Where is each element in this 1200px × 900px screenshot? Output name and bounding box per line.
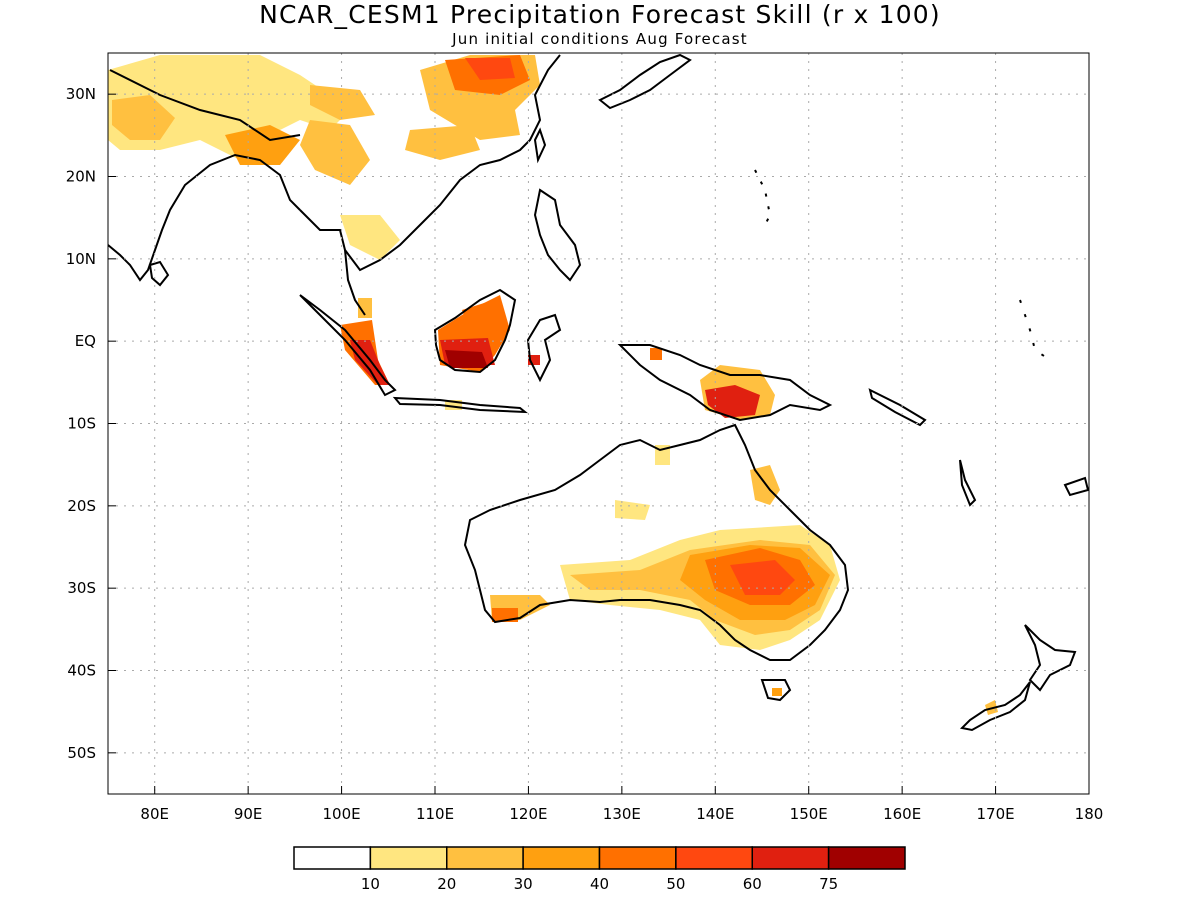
lat-label: 10N xyxy=(66,250,96,268)
coast-solomon xyxy=(868,388,927,427)
colorbar-swatch xyxy=(751,846,830,870)
colorbar-swatch xyxy=(293,846,372,870)
lat-label: 40S xyxy=(67,662,96,680)
lon-label: 170E xyxy=(977,805,1015,823)
coast-marianas xyxy=(754,169,772,226)
lon-label: 120E xyxy=(509,805,547,823)
lat-label: 30N xyxy=(66,85,96,103)
lat-label: 20S xyxy=(67,497,96,515)
shade-tibet xyxy=(310,85,375,120)
lon-label: 110E xyxy=(416,805,454,823)
lat-label: 10S xyxy=(67,415,96,433)
map-subtitle: Jun initial conditions Aug Forecast xyxy=(452,30,748,48)
colorbar-label: 40 xyxy=(590,875,609,893)
coast-borneo xyxy=(433,288,517,374)
shade-india-core xyxy=(112,95,175,140)
coastlines xyxy=(108,53,1089,732)
shade-indochina xyxy=(340,215,400,260)
lon-label: 100E xyxy=(323,805,361,823)
shade-sumatra-n xyxy=(358,298,372,318)
colorbar-label: 10 xyxy=(361,875,380,893)
colorbar-swatch xyxy=(827,846,906,870)
lat-label: 20N xyxy=(66,168,96,186)
shade-borneo-n xyxy=(462,298,505,332)
lat-label: EQ xyxy=(75,332,96,350)
coast-nz-north xyxy=(1024,624,1077,692)
coast-philippines xyxy=(533,188,582,282)
shade-aus-mid xyxy=(615,500,650,520)
colorbar-label: 20 xyxy=(437,875,456,893)
colorbar-swatch xyxy=(522,846,601,870)
shade-himalaya xyxy=(225,125,300,165)
coast-fiji xyxy=(1063,476,1089,497)
coast-taiwan xyxy=(533,127,547,164)
shade-borneo-core xyxy=(445,350,488,368)
shade-india-north xyxy=(108,55,345,160)
coast-nz-south xyxy=(959,681,1031,732)
coast-india xyxy=(108,153,301,282)
colorbar-swatch xyxy=(675,846,753,870)
coast-sulawesi xyxy=(526,313,562,383)
shade-china-mid xyxy=(405,125,480,160)
skill-shading xyxy=(108,55,998,715)
colorbar-swatch xyxy=(369,846,448,870)
coast-sumatra xyxy=(299,294,397,397)
shade-ng-inner xyxy=(705,385,760,418)
coast-malay xyxy=(344,249,366,316)
shade-china-ne-core xyxy=(465,58,515,80)
coast-new-guinea xyxy=(617,344,833,422)
shade-aus-center xyxy=(730,560,795,595)
colorbar: 10 20 30 40 50 60 75 xyxy=(293,846,906,893)
lat-label: 50S xyxy=(67,744,96,762)
coast-himalaya xyxy=(109,69,301,142)
gridlines xyxy=(108,53,1089,794)
colorbar-label: 30 xyxy=(514,875,533,893)
coast-china xyxy=(299,54,561,272)
lat-label: 30S xyxy=(67,579,96,597)
lon-label: 160E xyxy=(883,805,921,823)
lon-label: 90E xyxy=(234,805,263,823)
colorbar-label: 60 xyxy=(743,875,762,893)
colorbar-label: 50 xyxy=(666,875,685,893)
shade-china-south xyxy=(300,120,370,185)
colorbar-swatch xyxy=(598,846,677,870)
coast-japan xyxy=(598,53,692,110)
axis-ticks: 30N 20N 10N EQ 10S 20S 30S 40S 50S 80E 90E 100E 110E… xyxy=(66,85,1104,823)
colorbar-label: 75 xyxy=(819,875,838,893)
coast-vanuatu xyxy=(959,459,977,507)
map-title: NCAR_CESM1 Precipitation Forecast Skill … xyxy=(259,0,941,29)
coast-pacific-islands xyxy=(1019,299,1051,361)
coast-tasmania xyxy=(760,679,792,702)
lon-label: 80E xyxy=(140,805,169,823)
coast-sri-lanka xyxy=(148,260,170,287)
colorbar-swatch xyxy=(446,846,524,870)
shade-tasmania xyxy=(772,688,782,696)
lon-label: 180 xyxy=(1075,805,1104,823)
lon-label: 150E xyxy=(790,805,828,823)
coast-australia xyxy=(463,423,850,661)
lon-label: 140E xyxy=(696,805,734,823)
shade-ng-west xyxy=(650,348,662,360)
coast-java xyxy=(392,396,529,414)
lon-label: 130E xyxy=(603,805,641,823)
